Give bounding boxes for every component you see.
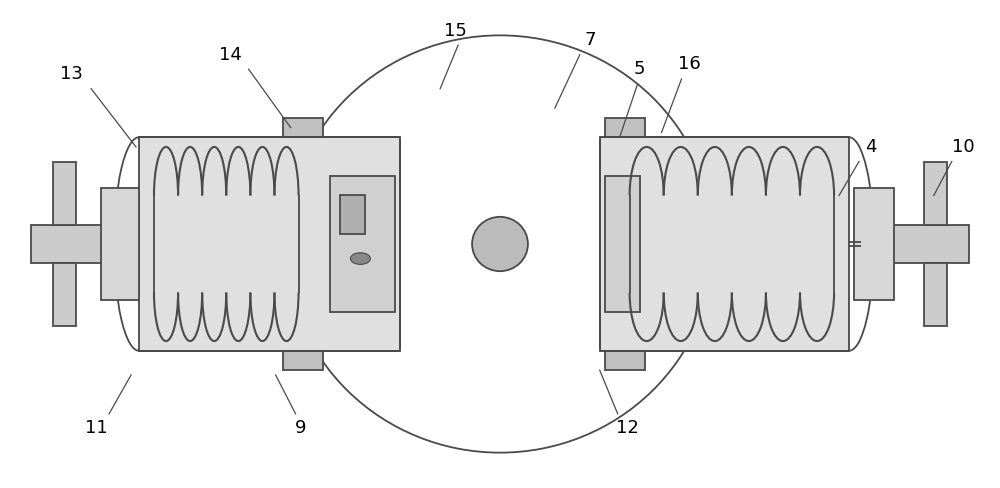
Bar <box>605 118 645 137</box>
Bar <box>924 162 947 224</box>
Ellipse shape <box>286 35 714 453</box>
Bar <box>139 137 400 351</box>
Text: 5: 5 <box>634 61 645 78</box>
Text: 7: 7 <box>584 31 596 49</box>
Text: 9: 9 <box>295 419 306 437</box>
Text: 11: 11 <box>85 419 108 437</box>
Bar <box>854 188 894 300</box>
Bar <box>283 351 323 370</box>
Text: 16: 16 <box>678 56 701 74</box>
Text: 15: 15 <box>444 21 467 40</box>
Text: 12: 12 <box>616 419 639 437</box>
Ellipse shape <box>472 217 528 271</box>
Bar <box>861 224 969 264</box>
Bar <box>283 118 323 137</box>
Bar <box>53 264 76 326</box>
Ellipse shape <box>350 253 370 264</box>
Bar <box>31 224 139 264</box>
Bar <box>605 351 645 370</box>
Bar <box>53 162 76 224</box>
Text: 13: 13 <box>60 65 83 83</box>
Bar <box>101 188 139 300</box>
Bar <box>600 137 849 351</box>
Bar <box>924 264 947 326</box>
Bar <box>340 196 365 234</box>
Text: 4: 4 <box>865 138 877 156</box>
Text: 10: 10 <box>952 138 975 156</box>
Bar <box>605 176 640 312</box>
Text: 14: 14 <box>219 46 242 64</box>
Bar <box>330 176 395 312</box>
